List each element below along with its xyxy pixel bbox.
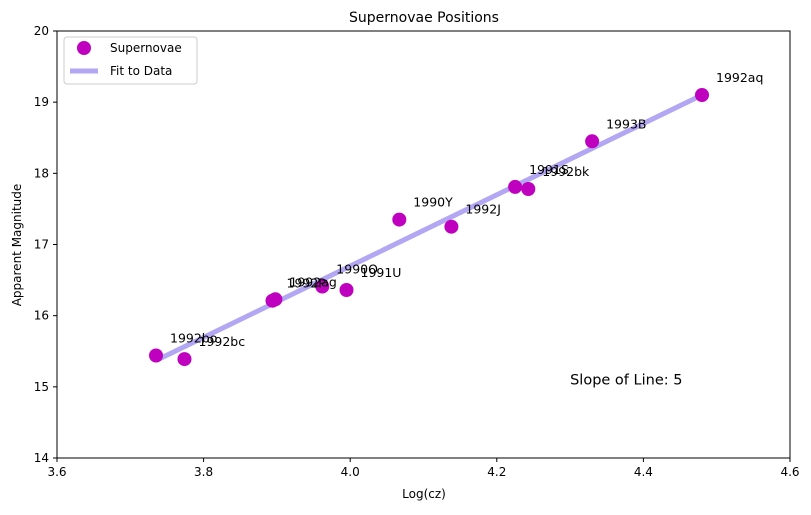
x-tick-label: 4.2	[487, 465, 506, 479]
fit-line-layer	[154, 92, 704, 363]
data-points-layer	[149, 88, 709, 367]
data-point	[339, 283, 354, 297]
legend-label-fit: Fit to Data	[110, 64, 172, 78]
point-label: 1992bc	[199, 334, 246, 349]
y-tick-label: 15	[34, 380, 49, 394]
data-point	[508, 179, 523, 194]
y-tick-label: 20	[34, 24, 49, 38]
plot-frame	[56, 30, 791, 459]
point-label: 1993B	[606, 116, 646, 131]
point-label: 1992aq	[716, 70, 763, 85]
data-point	[585, 134, 600, 149]
point-label: 1990Y	[413, 195, 453, 210]
data-point	[392, 212, 407, 227]
data-point	[315, 279, 330, 294]
y-tick-label: 14	[34, 451, 49, 465]
y-axis-ticks: 14 15 16 17 18 19 20	[34, 24, 57, 465]
chart-title: Supernovae Positions	[349, 10, 499, 26]
y-tick-label: 19	[34, 95, 49, 109]
data-point	[695, 88, 709, 102]
point-label: 1992P	[287, 276, 327, 291]
y-tick-label: 16	[34, 309, 49, 323]
legend-marker-supernovae	[77, 41, 91, 55]
x-tick-label: 4.0	[341, 465, 360, 479]
data-point	[149, 348, 163, 363]
y-axis-label: Apparent Magnitude	[10, 184, 24, 307]
x-axis-label: Log(cz)	[402, 487, 446, 501]
data-point	[521, 182, 536, 196]
x-tick-label: 3.6	[47, 465, 66, 479]
x-tick-label: 4.6	[780, 465, 799, 479]
point-label: 1992bk	[542, 164, 590, 179]
point-label: 1992ag	[289, 274, 336, 289]
point-label: 1990O	[336, 262, 378, 277]
data-point	[268, 292, 283, 307]
legend: Supernovae Fit to Data	[63, 36, 198, 85]
data-point	[177, 352, 192, 367]
legend-label-supernovae: Supernovae	[110, 41, 182, 55]
point-label: 1991S	[529, 162, 569, 177]
fit-line	[154, 92, 704, 363]
x-tick-label: 4.4	[634, 465, 653, 479]
y-tick-label: 18	[34, 166, 49, 180]
point-label: 1992bo	[170, 331, 217, 346]
x-tick-label: 3.8	[194, 465, 213, 479]
slope-annotation: Slope of Line: 5	[570, 373, 682, 389]
point-label: 1992J	[465, 202, 501, 217]
y-tick-label: 17	[34, 238, 49, 252]
data-point	[444, 219, 459, 234]
x-axis-ticks: 3.6 3.8 4.0 4.2 4.4 4.6	[47, 458, 800, 479]
point-label: 1991U	[361, 265, 402, 280]
